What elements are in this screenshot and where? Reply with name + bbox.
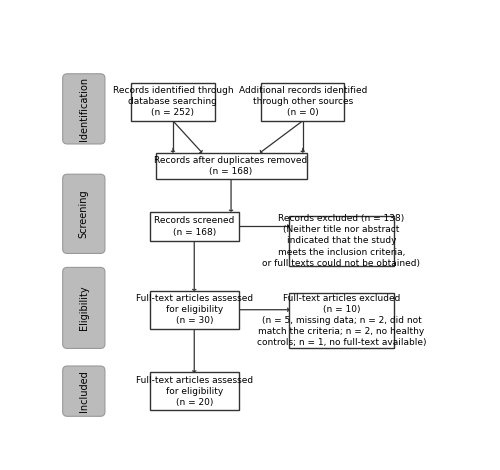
Text: Records identified through
database searching
(n = 252): Records identified through database sear… xyxy=(112,86,233,117)
Text: Full-text articles assessed
for eligibility
(n = 30): Full-text articles assessed for eligibil… xyxy=(136,294,253,325)
FancyBboxPatch shape xyxy=(156,153,306,179)
FancyBboxPatch shape xyxy=(289,216,394,266)
FancyBboxPatch shape xyxy=(132,83,214,121)
FancyBboxPatch shape xyxy=(261,83,344,121)
Text: Full-text articles assessed
for eligibility
(n = 20): Full-text articles assessed for eligibil… xyxy=(136,376,253,407)
Text: Records screened
(n = 168): Records screened (n = 168) xyxy=(154,217,234,236)
FancyBboxPatch shape xyxy=(62,366,105,416)
FancyBboxPatch shape xyxy=(150,212,239,241)
Text: Full-text articles excluded
(n = 10)
(n = 5, missing data; n = 2, did not
match : Full-text articles excluded (n = 10) (n … xyxy=(257,294,426,347)
FancyBboxPatch shape xyxy=(62,174,105,253)
Text: Included: Included xyxy=(79,370,89,412)
FancyBboxPatch shape xyxy=(289,293,394,348)
FancyBboxPatch shape xyxy=(150,291,239,329)
Text: Additional records identified
through other sources
(n = 0): Additional records identified through ot… xyxy=(238,86,367,117)
Text: Screening: Screening xyxy=(79,189,89,238)
Text: Records excluded (n = 138)
(Neither title nor abstract
indicated that the study
: Records excluded (n = 138) (Neither titl… xyxy=(262,214,420,268)
FancyBboxPatch shape xyxy=(62,74,105,144)
Text: Records after duplicates removed
(n = 168): Records after duplicates removed (n = 16… xyxy=(154,156,308,176)
Text: Identification: Identification xyxy=(79,77,89,141)
Text: Eligibility: Eligibility xyxy=(79,286,89,330)
FancyBboxPatch shape xyxy=(150,372,239,410)
FancyBboxPatch shape xyxy=(62,267,105,348)
